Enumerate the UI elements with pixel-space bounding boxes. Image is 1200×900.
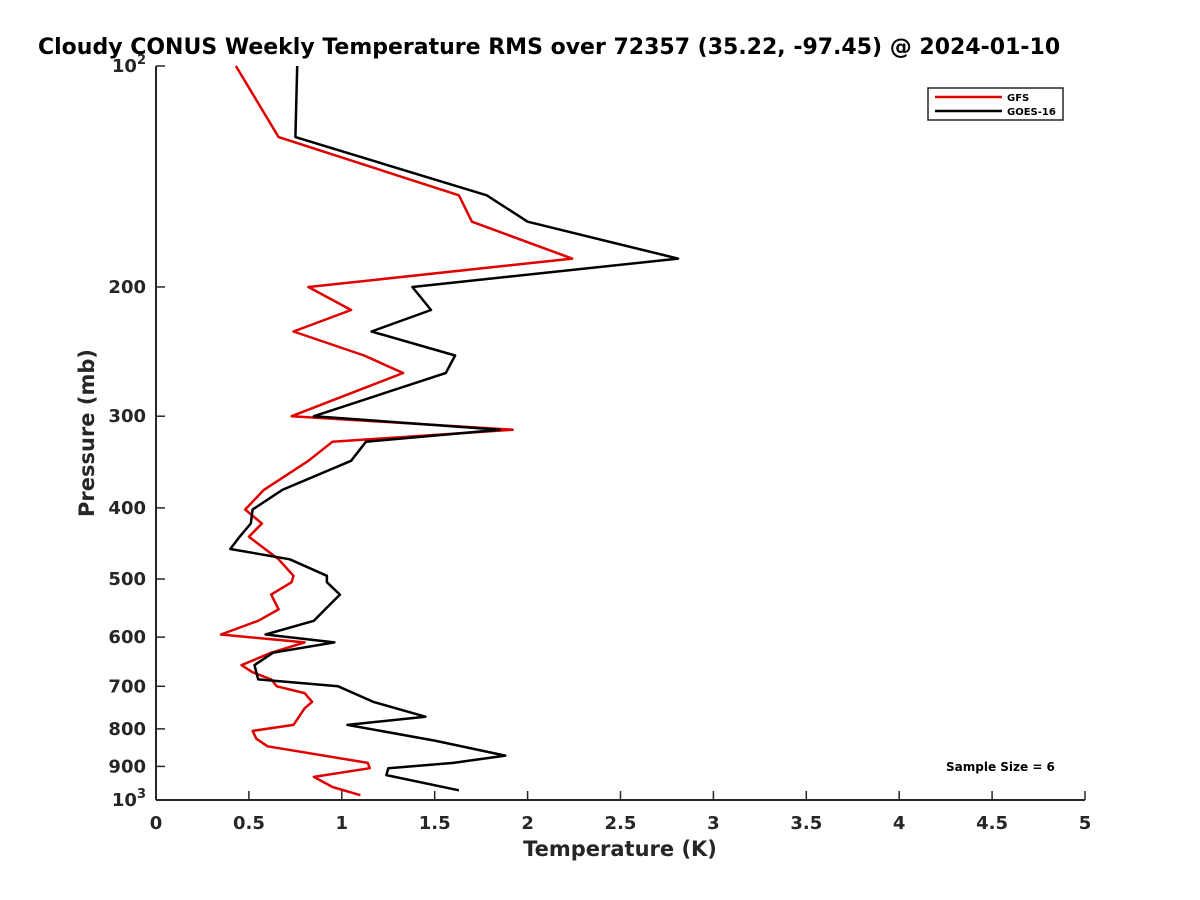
x-tick-label: 1 (336, 813, 349, 834)
sample-size-annotation: Sample Size = 6 (946, 760, 1055, 774)
y-tick-label: 600 (108, 627, 146, 648)
x-tick-label: 5 (1079, 813, 1092, 834)
series-line-gfs (219, 65, 574, 797)
plot-lines (219, 65, 680, 797)
legend-label-goes-16: GOES-16 (1007, 107, 1056, 118)
x-axis-ticks: 0 0.5 1 1.5 2 2.5 3 3.5 4 4.5 5 (150, 791, 1092, 834)
x-axis-label: Temperature (K) (523, 837, 717, 861)
axes: 0 0.5 1 1.5 2 2.5 3 3.5 4 4.5 5 102 200 300 400 500 600… (108, 53, 1091, 834)
legend-label-gfs: GFS (1007, 93, 1029, 104)
y-tick-label: 200 (108, 277, 146, 298)
legend-box (927, 87, 1064, 121)
x-tick-label: 3 (707, 813, 720, 834)
y-axis-ticks: 102 200 300 400 500 600 700 800 900 103 (108, 53, 165, 811)
y-tick-label: 500 (108, 569, 146, 590)
x-tick-label: 3.5 (790, 813, 822, 834)
x-tick-label: 0.5 (233, 813, 265, 834)
x-tick-label: 2.5 (605, 813, 637, 834)
x-tick-label: 2 (521, 813, 534, 834)
y-tick-label: 103 (112, 787, 146, 811)
y-axis-label: Pressure (mb) (75, 349, 99, 517)
x-tick-label: 4 (893, 813, 906, 834)
y-tick-label: 102 (112, 53, 146, 77)
y-tick-label: 300 (108, 406, 146, 427)
y-tick-label: 900 (108, 756, 146, 777)
x-tick-label: 1.5 (419, 813, 451, 834)
x-tick-label: 0 (150, 813, 163, 834)
x-tick-label: 4.5 (976, 813, 1008, 834)
y-tick-label: 800 (108, 719, 146, 740)
y-tick-label: 700 (108, 676, 146, 697)
y-tick-label: 400 (108, 498, 146, 519)
series-line-goes-16 (229, 65, 680, 792)
legend: GFS GOES-16 (927, 87, 1064, 121)
chart-title: Cloudy CONUS Weekly Temperature RMS over… (38, 35, 1060, 60)
